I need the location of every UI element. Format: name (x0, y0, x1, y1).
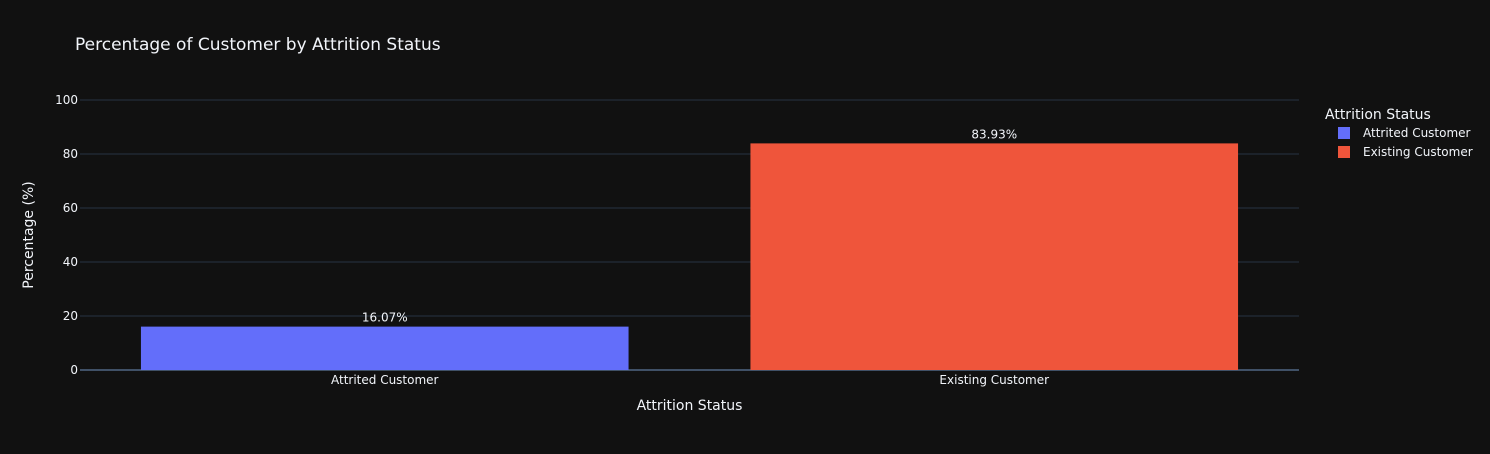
legend-label: Existing Customer (1363, 145, 1473, 159)
x-tick-label: Existing Customer (939, 373, 1049, 387)
bar-attrited-customer (140, 326, 629, 370)
legend-swatch (1338, 127, 1350, 139)
legend-title: Attrition Status (1325, 107, 1431, 123)
y-tick-labels: 0 20 40 60 80 100 (55, 93, 78, 377)
y-tick-label: 20 (63, 309, 78, 323)
data-label: 16.07% (362, 311, 408, 325)
legend-swatch (1338, 146, 1350, 158)
y-tick-label: 80 (63, 147, 78, 161)
y-axis-title: Percentage (%) (21, 181, 37, 288)
legend-entries: Attrited Customer Existing Customer (1338, 126, 1473, 159)
legend-item[interactable]: Existing Customer (1338, 145, 1473, 159)
bar-existing-customer (750, 143, 1239, 370)
y-tick-label: 0 (70, 363, 78, 377)
x-axis-title: Attrition Status (637, 398, 743, 414)
x-tick-label: Attrited Customer (331, 373, 439, 387)
chart-title: Percentage of Customer by Attrition Stat… (75, 35, 441, 55)
y-tick-label: 60 (63, 201, 78, 215)
y-tick-label: 40 (63, 255, 78, 269)
x-tick-labels: Attrited Customer Existing Customer (331, 373, 1049, 387)
legend: Attrition Status Attrited Customer Existi… (1325, 107, 1473, 159)
legend-label: Attrited Customer (1363, 126, 1471, 140)
data-label: 83.93% (971, 127, 1017, 141)
bars (140, 143, 1239, 370)
legend-item[interactable]: Attrited Customer (1338, 126, 1471, 140)
y-tick-label: 100 (55, 93, 78, 107)
data-labels: 16.07% 83.93% (362, 127, 1017, 324)
